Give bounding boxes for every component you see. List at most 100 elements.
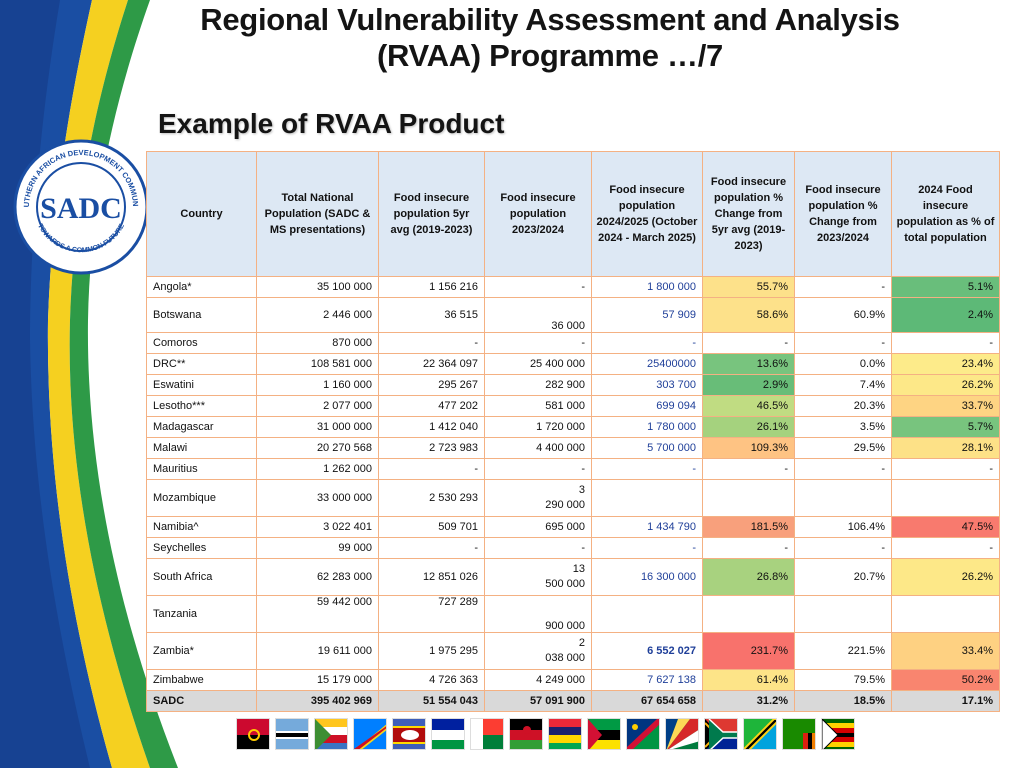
flag-eswatini-icon	[392, 718, 426, 750]
table-row: Seychelles 99 000- - - - - -	[146, 537, 1000, 559]
sadc-logo: SOUTHERN AFRICAN DEVELOPMENT COMMUNITY T…	[12, 138, 149, 275]
cell-chg5: -	[702, 332, 795, 354]
cell-total: 108 581 000	[256, 353, 379, 375]
cell-y2324: 581 000	[484, 395, 592, 417]
cell-avg5: 1 412 040	[378, 416, 485, 438]
cell-chg2324: -	[794, 458, 892, 480]
cell-chg2324: -	[794, 276, 892, 298]
header-2024-2025: Food insecure population 2024/2025 (Octo…	[591, 151, 703, 277]
cell-pct: 26.2%	[891, 374, 1000, 396]
cell-total: 35 100 000	[256, 276, 379, 298]
table-row: Zimbabwe 15 179 000 4 726 363 4 249 000 7 62…	[146, 669, 1000, 691]
cell-pct: 5.1%	[891, 276, 1000, 298]
cell-avg5: -	[378, 537, 485, 559]
table-row: Namibia^ 3 022 401 509 701 695 000 1 434 790…	[146, 516, 1000, 538]
flag-zambia-icon	[782, 718, 816, 750]
stacked-value-bottom: 038 000	[545, 652, 585, 664]
cell-avg5: -	[378, 332, 485, 354]
member-state-flags	[236, 718, 855, 750]
table-row: Mauritius 1 262 000- - - - - -	[146, 458, 1000, 480]
cell-total: 870 000	[256, 332, 379, 354]
cell-y2324: 13 500 000	[484, 558, 592, 596]
title-line-2: (RVAA) Programme …/7	[377, 38, 723, 73]
stacked-value: 3 290 000	[545, 483, 585, 513]
cell-chg5: 109.3%	[702, 437, 795, 459]
table-total-row: SADC 395 402 969 51 554 043 57 091 900 67 65…	[146, 690, 1000, 712]
flag-malawi-icon	[509, 718, 543, 750]
stacked-value: 2 038 000	[545, 636, 585, 666]
cell-pct: 33.4%	[891, 632, 1000, 670]
cell-avg5: 2 723 983	[378, 437, 485, 459]
cell-y2425: 5 700 000	[591, 437, 703, 459]
stacked-value-top: 13	[572, 563, 585, 575]
total-cell-country: SADC	[146, 690, 257, 712]
flag-drc-icon	[353, 718, 387, 750]
stacked-value-bottom: 290 000	[545, 499, 585, 511]
total-cell-avg5: 51 554 043	[378, 690, 485, 712]
cell-y2324: 4 249 000	[484, 669, 592, 691]
table-row: Comoros 870 000- - - - - -	[146, 332, 1000, 354]
cell-chg5: 2.9%	[702, 374, 795, 396]
table-row: DRC** 108 581 000 22 364 097 25 400 000 2540…	[146, 353, 1000, 375]
cell-chg2324: 60.9%	[794, 297, 892, 333]
stacked-value-bottom: 500 000	[545, 578, 585, 590]
cell-pct: 33.7%	[891, 395, 1000, 417]
cell-total: 99 000	[256, 537, 379, 559]
header-country: Country	[146, 151, 257, 277]
cell-country: Botswana	[146, 297, 257, 333]
flag-tanzania-icon	[743, 718, 777, 750]
cell-avg5: 1 156 216	[378, 276, 485, 298]
table-row: Botswana 2 446 000 36 515 36 000 57 909 58.6%…	[146, 297, 1000, 333]
flag-botswana-icon	[275, 718, 309, 750]
cell-country: South Africa	[146, 558, 257, 596]
cell-country: Zimbabwe	[146, 669, 257, 691]
cell-chg2324: 106.4%	[794, 516, 892, 538]
flag-mauritius-icon	[548, 718, 582, 750]
cell-chg5: 26.1%	[702, 416, 795, 438]
cell-y2324: -	[484, 276, 592, 298]
cell-country: Eswatini	[146, 374, 257, 396]
cell-avg5: 1 975 295	[378, 632, 485, 670]
cell-chg5: 46.5%	[702, 395, 795, 417]
cell-total: 15 179 000	[256, 669, 379, 691]
table-row: Eswatini 1 160 000 295 267 282 900 303 700 2.…	[146, 374, 1000, 396]
cell-total: 20 270 568	[256, 437, 379, 459]
cell-avg5: 12 851 026	[378, 558, 485, 596]
cell-pct: 23.4%	[891, 353, 1000, 375]
cell-avg5: -	[378, 458, 485, 480]
stacked-value-top: 3	[578, 484, 585, 496]
table-row: Angola* 35 100 000 1 156 216-1 800 000 55.7…	[146, 276, 1000, 298]
cell-pct: 2.4%	[891, 297, 1000, 333]
cell-y2324: 2 038 000	[484, 632, 592, 670]
cell-pct: 50.2%	[891, 669, 1000, 691]
flag-namibia-icon	[626, 718, 660, 750]
cell-y2324: -	[484, 332, 592, 354]
cell-y2425	[591, 595, 703, 633]
cell-y2425: 303 700	[591, 374, 703, 396]
cell-country: Mauritius	[146, 458, 257, 480]
cell-country: Tanzania	[146, 595, 257, 633]
cell-y2425: 16 300 000	[591, 558, 703, 596]
stacked-value: 13 500 000	[545, 562, 585, 592]
cell-y2425: -	[591, 332, 703, 354]
cell-country: Madagascar	[146, 416, 257, 438]
cell-chg5: 61.4%	[702, 669, 795, 691]
table-row: Malawi 20 270 568 2 723 983 4 400 000 5 700 …	[146, 437, 1000, 459]
cell-country: Comoros	[146, 332, 257, 354]
cell-total: 33 000 000	[256, 479, 379, 517]
cell-total: 1 160 000	[256, 374, 379, 396]
table-header-row: Country Total National Population (SADC …	[146, 151, 1000, 277]
flag-madagascar-icon	[470, 718, 504, 750]
cell-chg2324	[794, 479, 892, 517]
cell-avg5: 36 515	[378, 297, 485, 333]
header-2023-2024: Food insecure population 2023/2024	[484, 151, 592, 277]
cell-pct: 26.2%	[891, 558, 1000, 596]
cell-chg2324: 3.5%	[794, 416, 892, 438]
header-pct-total: 2024 Food insecure population as % of to…	[891, 151, 1000, 277]
cell-y2324: 900 000	[484, 595, 592, 633]
cell-chg2324: 79.5%	[794, 669, 892, 691]
cell-pct: 47.5%	[891, 516, 1000, 538]
cell-y2425: 57 909	[591, 297, 703, 333]
cell-chg5	[702, 479, 795, 517]
cell-chg5: 231.7%	[702, 632, 795, 670]
